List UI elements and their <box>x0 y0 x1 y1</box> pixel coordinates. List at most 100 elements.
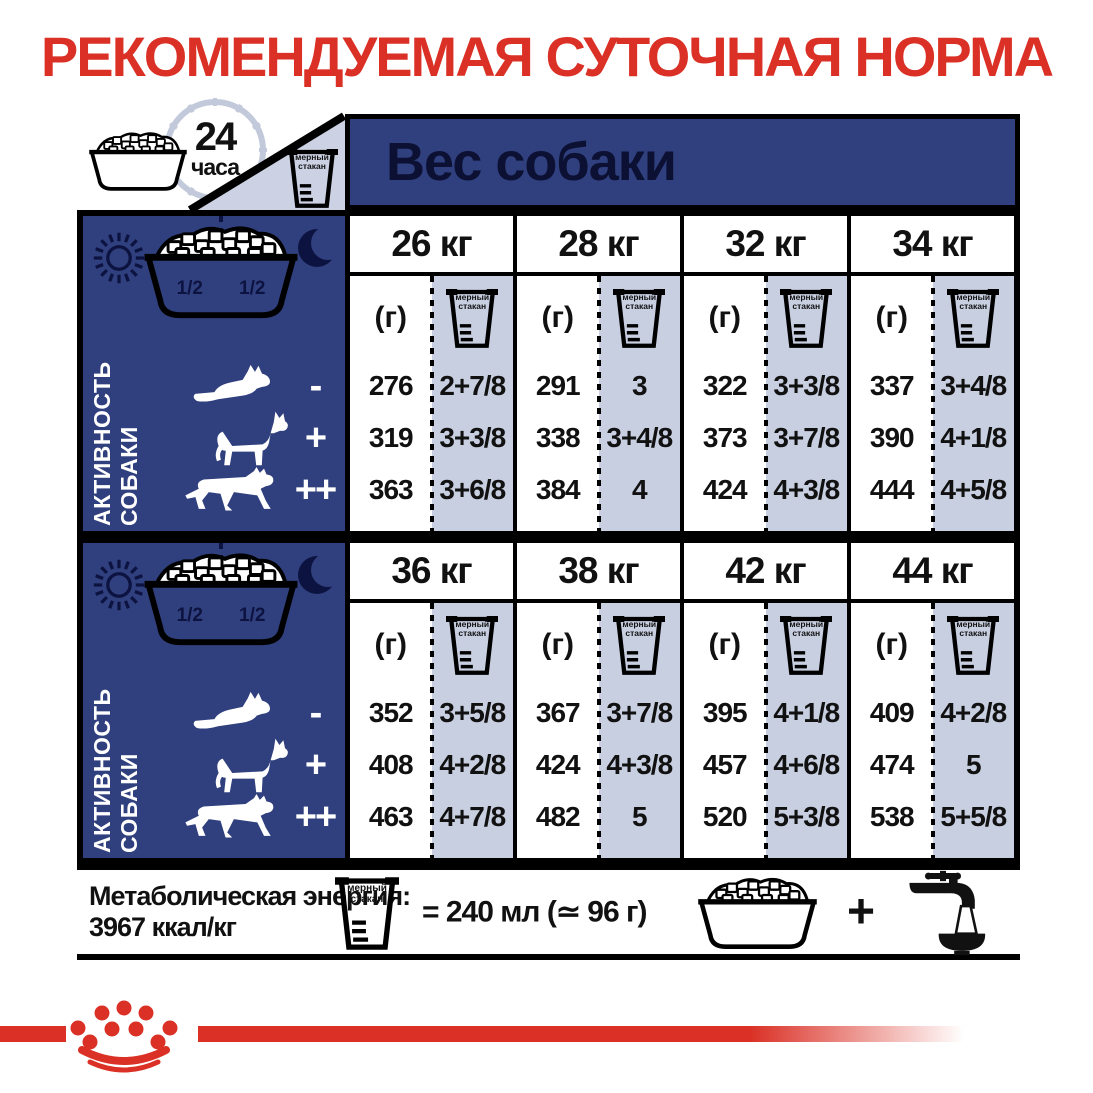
weight-column: 28 кг (г) 291 338 384 мерный стакан 3 <box>517 216 684 531</box>
gram-value: 319 <box>368 422 414 453</box>
gram-value: 276 <box>368 370 414 401</box>
cup-value: 3+4/8 <box>940 370 1007 401</box>
low-activity-dog-icon <box>191 691 289 735</box>
weight-column: 26 кг (г) 276 319 363 мерный стакан 2+7/… <box>350 216 517 531</box>
measuring-cup-icon: мерный стакан <box>780 286 832 350</box>
activity-level-plus-plus: ++ <box>294 795 337 838</box>
medium-activity-dog-icon <box>213 736 289 794</box>
measuring-cup-label: мерный стакан <box>956 292 991 312</box>
gram-value: 390 <box>869 422 915 453</box>
measuring-cup-icon: мерный стакан <box>613 286 665 350</box>
gram-value: 424 <box>702 474 748 505</box>
cup-value: 5+3/8 <box>773 801 840 832</box>
food-bowl-icon <box>675 876 840 952</box>
activity-sidebar: АКТИВНОСТЬ СОБАКИ 1/2 1/2 - + <box>83 543 350 858</box>
gram-value: 291 <box>535 370 581 401</box>
cup-value: 3+5/8 <box>439 697 506 728</box>
sun-icon <box>91 557 147 613</box>
activity-level-minus: - <box>309 364 323 407</box>
weight-column: 44 кг (г) 409 474 538 мерный стакан 4+2/… <box>851 543 1014 858</box>
metabolic-energy-text: Метаболическая энергия: 3967 ккал/кг <box>89 880 411 943</box>
moon-icon <box>298 553 343 594</box>
gram-value: 322 <box>702 370 748 401</box>
gram-value: 367 <box>535 697 581 728</box>
measuring-cup-icon: мерный стакан <box>780 613 832 677</box>
measuring-cup-icon: мерный стакан <box>947 286 999 350</box>
low-activity-dog-icon <box>191 364 289 408</box>
plus-sign: + <box>847 885 876 939</box>
activity-row-medium: + <box>83 412 345 464</box>
split-food-bowl-icon <box>141 224 301 322</box>
cup-value: 5 <box>631 801 648 832</box>
weight-column: 32 кг (г) 322 373 424 мерный стакан 3+3/… <box>684 216 851 531</box>
moon-icon <box>298 226 343 267</box>
measuring-cup-icon: мерный стакан <box>613 613 665 677</box>
gram-value: 424 <box>535 749 581 780</box>
measuring-cup-label: мерный стакан <box>347 883 387 905</box>
activity-level-minus: - <box>309 691 323 734</box>
clock-hours-unit: часа <box>190 153 240 180</box>
weight-column: 34 кг (г) 337 390 444 мерный стакан 3+4/… <box>851 216 1014 531</box>
cup-value: 3+3/8 <box>439 422 506 453</box>
half-portion-label: 1/2 <box>239 278 266 299</box>
half-portion-label: 1/2 <box>176 605 203 626</box>
brand-red-line-right <box>198 1026 964 1042</box>
footer-strip: Метаболическая энергия: 3967 ккал/кг мер… <box>77 864 1020 960</box>
activity-row-low: - <box>83 360 345 412</box>
activity-sidebar: АКТИВНОСТЬ СОБАКИ 1/2 1/2 - + <box>83 216 350 531</box>
measuring-cup-icon: мерный стакан <box>446 613 498 677</box>
cup-value: 3+7/8 <box>606 697 673 728</box>
measuring-cup-icon: мерный стакан <box>286 146 338 210</box>
gram-value: 338 <box>535 422 581 453</box>
feeding-table-1: АКТИВНОСТЬ СОБАКИ 1/2 1/2 - + <box>77 210 1020 537</box>
activity-level-plus: + <box>304 416 327 459</box>
grams-header: (г) <box>708 628 741 661</box>
activity-row-high: ++ <box>83 791 345 843</box>
cup-value: 3+6/8 <box>439 474 506 505</box>
measuring-cup-label: мерный стакан <box>295 152 329 172</box>
measuring-cup-icon: мерный стакан <box>446 286 498 350</box>
measuring-cup-label: мерный стакан <box>455 619 490 639</box>
cup-value: 4 <box>631 474 648 505</box>
weight-header: 28 кг <box>517 216 680 276</box>
gram-value: 337 <box>869 370 915 401</box>
cup-value: 4+2/8 <box>439 749 506 780</box>
cup-value: 4+6/8 <box>773 749 840 780</box>
measuring-cup-icon: мерный стакан <box>947 613 999 677</box>
weight-header: 32 кг <box>684 216 847 276</box>
measuring-cup-label: мерный стакан <box>622 292 657 312</box>
cup-value: 4+2/8 <box>940 697 1007 728</box>
weight-header: 44 кг <box>851 543 1014 603</box>
gram-value: 520 <box>702 801 748 832</box>
measuring-cup-label: мерный стакан <box>789 619 824 639</box>
cup-value: 4+7/8 <box>439 801 506 832</box>
cup-value: 3 <box>631 370 648 401</box>
gram-value: 482 <box>535 801 581 832</box>
food-bowl-icon <box>88 118 188 206</box>
activity-row-low: - <box>83 687 345 739</box>
grams-header: (г) <box>708 301 741 334</box>
sun-icon <box>91 230 147 286</box>
cup-value: 3+7/8 <box>773 422 840 453</box>
cup-value: 4+5/8 <box>940 474 1007 505</box>
weight-header: 38 кг <box>517 543 680 603</box>
clock-hours-value: 24 <box>194 114 237 159</box>
cup-equivalence-text: = 240 мл (≃ 96 г) <box>422 895 647 929</box>
activity-level-plus-plus: ++ <box>294 468 337 511</box>
gram-value: 409 <box>869 697 915 728</box>
grams-header: (г) <box>875 628 908 661</box>
metabolic-energy-line1: Метаболическая энергия: <box>89 880 411 911</box>
measuring-cup-label: мерный стакан <box>622 619 657 639</box>
royal-canin-crown-logo <box>70 1000 178 1073</box>
gram-value: 373 <box>702 422 748 453</box>
grams-header: (г) <box>541 301 574 334</box>
cup-value: 4+1/8 <box>940 422 1007 453</box>
gram-value: 463 <box>368 801 414 832</box>
measuring-cup-label: мерный стакан <box>956 619 991 639</box>
cup-value: 3+3/8 <box>773 370 840 401</box>
dog-weight-header: Вес собаки <box>345 114 1020 210</box>
page-title: РЕКОМЕНДУЕМАЯ СУТОЧНАЯ НОРМА <box>40 25 1054 88</box>
activity-row-high: ++ <box>83 464 345 516</box>
cup-value: 2+7/8 <box>439 370 506 401</box>
